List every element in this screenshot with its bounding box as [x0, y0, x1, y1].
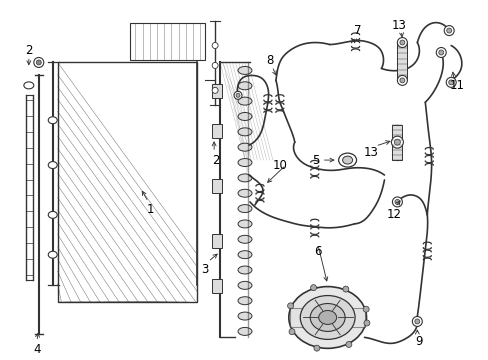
Bar [130, 23, 205, 60]
Text: 6: 6 [313, 245, 321, 258]
Ellipse shape [238, 204, 251, 212]
Text: 9: 9 [415, 335, 422, 348]
Bar [397, 42, 407, 80]
Circle shape [397, 75, 407, 85]
Circle shape [212, 87, 218, 93]
Circle shape [438, 50, 443, 55]
Circle shape [394, 139, 400, 145]
Bar [392, 125, 402, 160]
Circle shape [443, 26, 453, 36]
Circle shape [414, 319, 419, 324]
Circle shape [392, 197, 402, 207]
Circle shape [390, 136, 403, 148]
Circle shape [399, 40, 404, 45]
Text: 4: 4 [33, 343, 41, 356]
Ellipse shape [48, 162, 57, 168]
Text: 3: 3 [201, 263, 208, 276]
Circle shape [34, 58, 44, 67]
Circle shape [236, 93, 240, 97]
Circle shape [394, 199, 399, 204]
Ellipse shape [342, 156, 352, 164]
Ellipse shape [288, 287, 366, 348]
Circle shape [212, 62, 218, 68]
Ellipse shape [238, 143, 251, 151]
Circle shape [345, 342, 351, 347]
Ellipse shape [338, 153, 356, 167]
Text: 12: 12 [386, 208, 401, 221]
Ellipse shape [238, 97, 251, 105]
Ellipse shape [238, 266, 251, 274]
Ellipse shape [238, 174, 251, 182]
Ellipse shape [238, 312, 251, 320]
Circle shape [36, 60, 41, 65]
Text: 13: 13 [391, 19, 406, 32]
Circle shape [446, 77, 455, 87]
Circle shape [411, 316, 422, 327]
Ellipse shape [238, 128, 251, 136]
Ellipse shape [238, 235, 251, 243]
Circle shape [363, 306, 368, 312]
Bar [212, 279, 222, 293]
Text: 8: 8 [265, 54, 273, 67]
Ellipse shape [300, 296, 354, 339]
Circle shape [435, 48, 446, 58]
Ellipse shape [48, 211, 57, 219]
Circle shape [288, 329, 294, 335]
Text: 10: 10 [272, 158, 287, 172]
Bar [212, 179, 222, 193]
Text: 5: 5 [311, 154, 319, 167]
Text: 7: 7 [353, 24, 361, 37]
Ellipse shape [238, 220, 251, 228]
Ellipse shape [238, 189, 251, 197]
Text: 13: 13 [364, 145, 378, 159]
Circle shape [397, 37, 407, 48]
Circle shape [363, 320, 369, 326]
Text: 2: 2 [25, 44, 33, 57]
Bar [289, 307, 364, 328]
Circle shape [399, 78, 404, 83]
Ellipse shape [238, 112, 251, 121]
Bar [212, 84, 222, 98]
Text: 1: 1 [146, 203, 154, 216]
Bar [212, 124, 222, 138]
Ellipse shape [238, 158, 251, 167]
Ellipse shape [238, 82, 251, 90]
Text: 11: 11 [449, 79, 464, 92]
Bar [58, 62, 197, 302]
Circle shape [342, 286, 348, 292]
Circle shape [446, 28, 451, 33]
Ellipse shape [48, 251, 57, 258]
Ellipse shape [238, 251, 251, 258]
Ellipse shape [24, 82, 34, 89]
Circle shape [287, 303, 293, 309]
Ellipse shape [309, 303, 345, 332]
Text: 2: 2 [212, 154, 220, 167]
Ellipse shape [238, 297, 251, 305]
Ellipse shape [318, 310, 336, 324]
Circle shape [212, 42, 218, 49]
Circle shape [313, 345, 319, 351]
Ellipse shape [48, 117, 57, 124]
Circle shape [310, 285, 316, 291]
Bar [212, 234, 222, 248]
Circle shape [448, 80, 453, 85]
Ellipse shape [238, 67, 251, 75]
Ellipse shape [238, 328, 251, 336]
Ellipse shape [238, 282, 251, 289]
Circle shape [234, 91, 242, 99]
